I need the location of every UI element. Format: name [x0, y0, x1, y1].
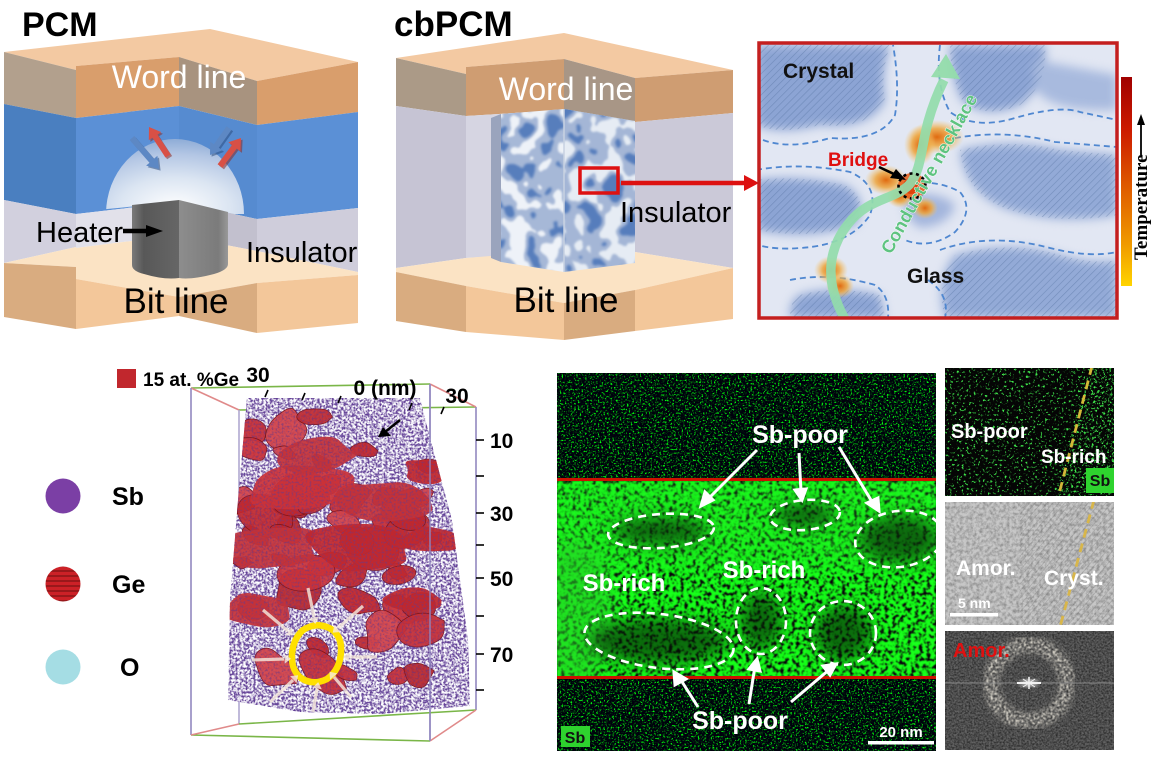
svg-text:Amor.: Amor.	[953, 640, 1010, 662]
svg-text:Sb-rich: Sb-rich	[723, 557, 806, 584]
svg-text:Sb: Sb	[112, 483, 144, 511]
svg-text:Sb-poor: Sb-poor	[951, 421, 1028, 443]
svg-text:Bit line: Bit line	[123, 282, 228, 321]
svg-text:Bit line: Bit line	[513, 281, 618, 320]
svg-text:Sb-rich: Sb-rich	[1041, 447, 1106, 468]
svg-text:10: 10	[490, 430, 513, 453]
svg-text:Word line: Word line	[499, 71, 634, 107]
svg-text:Insulator: Insulator	[620, 197, 732, 229]
svg-text:0 (nm): 0 (nm)	[354, 377, 417, 400]
svg-text:5 nm: 5 nm	[958, 595, 991, 611]
svg-text:Amor.: Amor.	[956, 557, 1016, 580]
svg-text:30: 30	[445, 385, 468, 408]
svg-text:70: 70	[490, 644, 513, 667]
svg-text:Temperature: Temperature	[1131, 154, 1152, 260]
svg-text:O: O	[120, 654, 139, 682]
svg-text:Heater: Heater	[36, 217, 123, 249]
svg-text:Bridge: Bridge	[828, 150, 888, 171]
svg-text:30: 30	[246, 364, 269, 387]
svg-text:Glass: Glass	[907, 265, 964, 288]
svg-text:Sb-rich: Sb-rich	[583, 570, 666, 597]
svg-text:cbPCM: cbPCM	[394, 5, 513, 44]
svg-text:20 nm: 20 nm	[879, 724, 922, 741]
svg-text:Ge: Ge	[112, 571, 145, 599]
svg-text:50: 50	[490, 568, 513, 591]
svg-text:Sb-poor: Sb-poor	[692, 707, 788, 735]
svg-text:PCM: PCM	[22, 6, 98, 44]
svg-text:Sb-poor: Sb-poor	[752, 421, 848, 449]
svg-text:Sb: Sb	[1090, 473, 1111, 490]
svg-text:30: 30	[490, 503, 513, 526]
svg-text:Sb: Sb	[565, 730, 586, 747]
svg-text:Word line: Word line	[112, 59, 247, 95]
svg-text:Crystal: Crystal	[783, 60, 854, 83]
svg-text:Cryst.: Cryst.	[1044, 567, 1104, 590]
svg-text:15 at. %Ge: 15 at. %Ge	[143, 370, 239, 391]
svg-text:Insulator: Insulator	[246, 237, 358, 269]
